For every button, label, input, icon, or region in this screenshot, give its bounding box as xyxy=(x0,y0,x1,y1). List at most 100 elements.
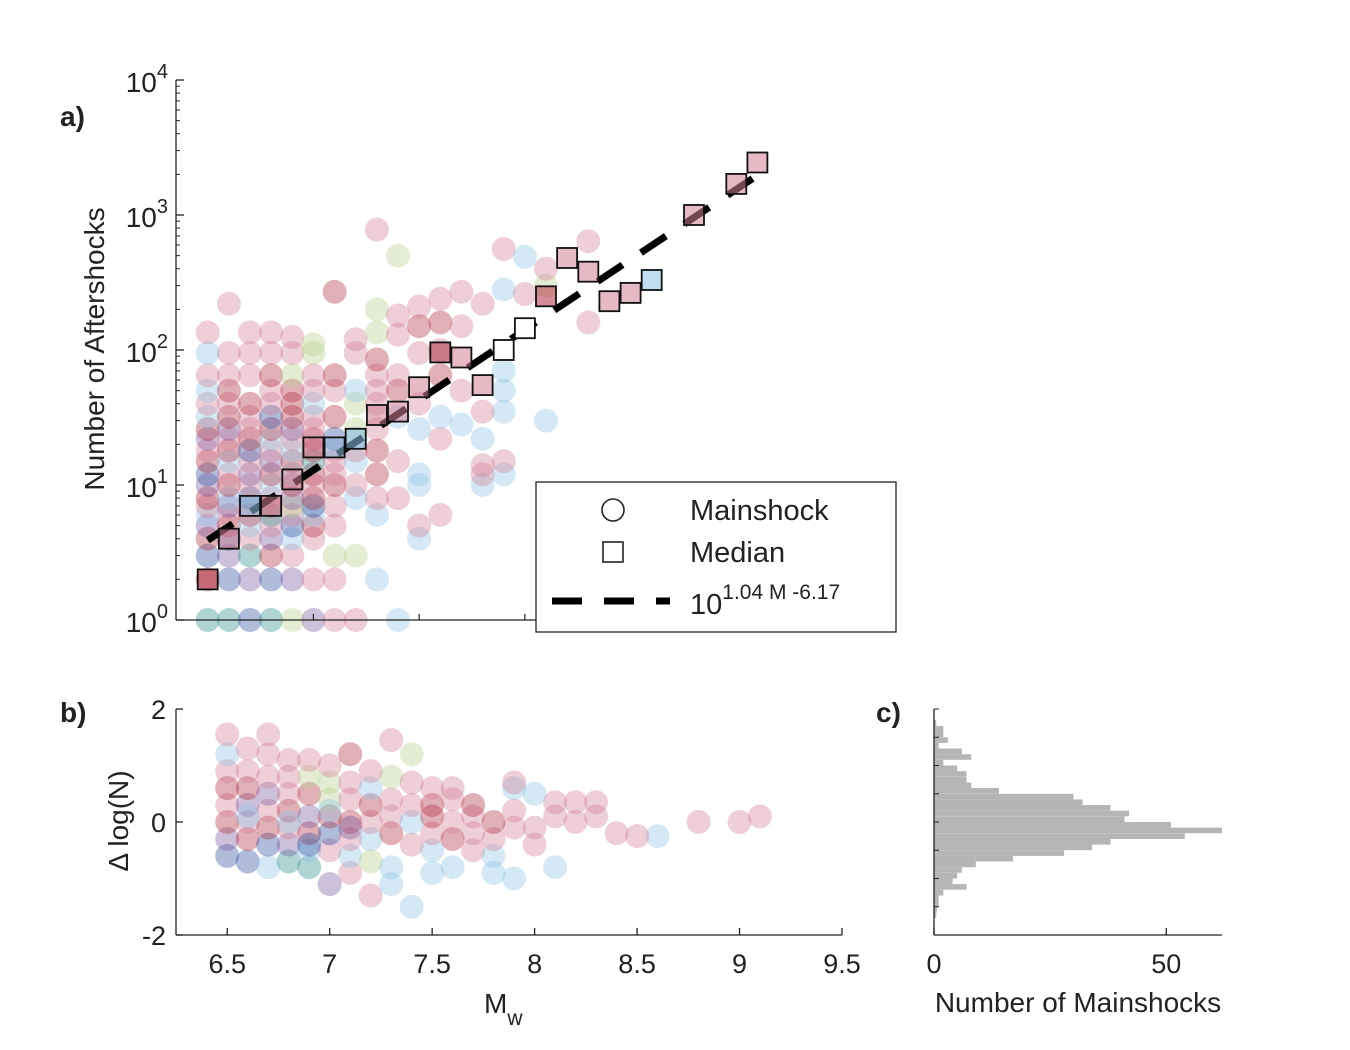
mainshock-point xyxy=(534,256,558,281)
residual-point xyxy=(379,787,404,812)
residual-point xyxy=(563,810,588,834)
histogram-bar xyxy=(934,833,1185,839)
mainshock-point xyxy=(259,341,284,365)
panel-a-plot: 100 101 102 103 104 Number of Aftershocks Ma… xyxy=(79,61,897,638)
residual-point xyxy=(256,722,281,747)
residual-point xyxy=(399,742,424,767)
mainshock-point xyxy=(216,438,241,463)
panel-c-axes: 0 50 xyxy=(926,708,1222,979)
histogram-bar xyxy=(934,788,999,794)
mainshock-point xyxy=(364,347,389,372)
histogram-bar xyxy=(934,731,944,738)
mainshock-point xyxy=(238,449,262,474)
mainshock-point xyxy=(195,404,220,429)
mainshock-point xyxy=(449,314,474,339)
mainshock-point xyxy=(280,486,305,511)
mainshock-point xyxy=(259,426,284,451)
residual-point xyxy=(399,810,424,834)
median-marker xyxy=(640,269,663,291)
mainshock-point xyxy=(364,217,389,242)
mainshock-point xyxy=(343,341,368,365)
mainshock-point xyxy=(280,426,305,451)
mainshock-point xyxy=(195,473,220,497)
mainshock-point xyxy=(364,378,389,403)
residual-point xyxy=(584,790,609,815)
histogram-bar xyxy=(934,771,967,777)
mainshock-point xyxy=(238,320,262,345)
mainshock-point xyxy=(364,438,389,463)
mainshock-point xyxy=(364,502,389,527)
histogram-bar xyxy=(934,861,976,868)
mainshock-point xyxy=(364,567,389,592)
mainshock-point xyxy=(216,404,241,429)
residual-point xyxy=(420,793,445,817)
median-marker xyxy=(387,400,409,423)
residual-point xyxy=(215,793,240,817)
median-marker xyxy=(408,376,431,399)
panel-b-plot: -2 0 2 6.5 7 7.5 8 8.5 9 9.5 Δ log(N) Mw xyxy=(103,695,861,1030)
mainshock-point xyxy=(259,567,284,592)
residual-point xyxy=(235,827,260,851)
histogram-bar xyxy=(934,839,1111,845)
residual-point xyxy=(338,770,363,795)
histogram-bar xyxy=(934,793,1074,800)
mainshock-point xyxy=(364,363,389,388)
xtick-label-b: 7 xyxy=(322,949,337,979)
mainshock-point xyxy=(238,341,262,365)
xtick-label-b: 6.5 xyxy=(208,949,246,979)
residual-point xyxy=(420,821,445,846)
mainshock-point xyxy=(322,543,347,568)
mainshock-point xyxy=(491,462,516,487)
residual-point xyxy=(379,855,404,880)
residual-point xyxy=(338,843,363,868)
residual-point xyxy=(215,742,240,767)
mainshock-point xyxy=(343,378,368,403)
residual-point xyxy=(502,770,527,795)
mainshock-point xyxy=(301,502,326,527)
mainshock-point xyxy=(322,493,347,518)
residual-point xyxy=(276,849,301,874)
median-marker xyxy=(450,346,473,369)
residual-point xyxy=(461,838,486,863)
residual-point xyxy=(584,804,609,829)
median-marker xyxy=(746,151,769,174)
mainshock-point xyxy=(470,462,495,487)
residual-point xyxy=(543,804,568,829)
histogram-bar xyxy=(934,901,939,907)
ytick-label-a: 104 xyxy=(126,61,168,98)
mainshock-point xyxy=(301,493,326,518)
residual-point xyxy=(358,827,383,851)
histogram-bar xyxy=(934,912,937,918)
median-marker xyxy=(196,568,219,591)
residual-point xyxy=(317,753,342,778)
mainshock-point xyxy=(322,363,347,388)
residual-point xyxy=(235,810,260,834)
residual-point xyxy=(256,781,281,806)
residual-point xyxy=(543,855,568,880)
mainshock-point xyxy=(259,438,284,463)
histogram-bar xyxy=(934,906,937,913)
histogram-bar xyxy=(934,855,1013,862)
mainshock-point xyxy=(576,310,601,335)
histogram-bar xyxy=(934,884,967,890)
mainshock-point xyxy=(195,502,220,527)
mainshock-point xyxy=(407,473,432,497)
mainshock-point xyxy=(216,378,241,403)
histogram-bar xyxy=(934,822,1171,828)
mainshock-point xyxy=(259,513,284,538)
mainshock-point xyxy=(280,341,305,365)
ylabel-a: Number of Aftershocks xyxy=(79,207,110,490)
residual-point xyxy=(399,894,424,919)
residual-point xyxy=(358,759,383,784)
mainshock-point xyxy=(301,391,326,416)
histogram-bar xyxy=(934,782,972,789)
histogram-bar xyxy=(934,816,1125,822)
mainshock-point xyxy=(216,473,241,497)
residual-point xyxy=(276,832,301,857)
mainshock-point xyxy=(280,526,305,551)
mainshock-point xyxy=(259,526,284,551)
residual-point xyxy=(256,832,281,857)
residual-point xyxy=(235,849,260,874)
residual-point xyxy=(358,776,383,801)
residual-point xyxy=(461,804,486,829)
